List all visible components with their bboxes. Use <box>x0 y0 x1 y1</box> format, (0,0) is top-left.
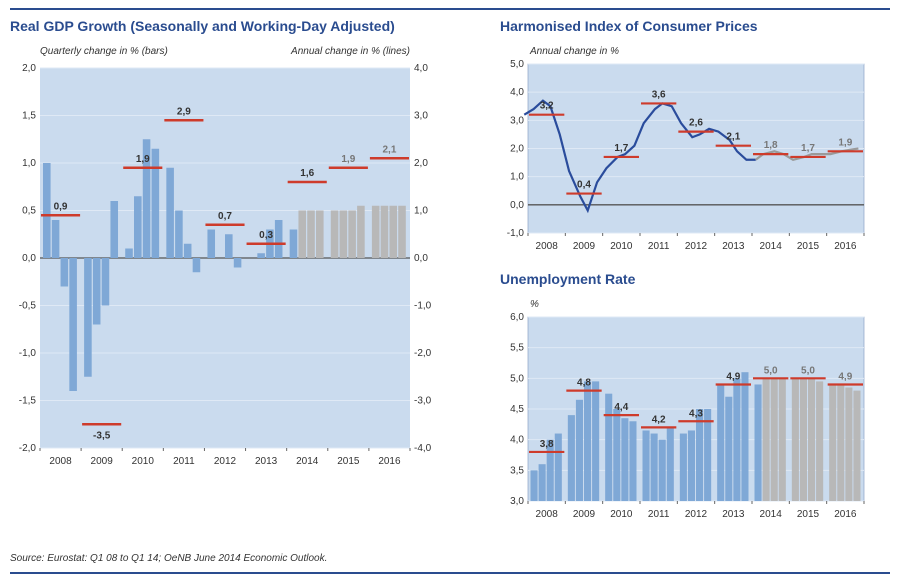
svg-text:Annual change in %: Annual change in % <box>529 46 619 57</box>
svg-text:-2,0: -2,0 <box>414 348 432 359</box>
svg-text:2,0: 2,0 <box>510 144 524 155</box>
svg-text:2010: 2010 <box>610 509 633 520</box>
svg-text:0,0: 0,0 <box>510 200 524 211</box>
svg-text:6,0: 6,0 <box>510 312 524 323</box>
svg-text:3,0: 3,0 <box>414 111 428 122</box>
svg-text:4,0: 4,0 <box>414 63 428 74</box>
svg-text:2009: 2009 <box>573 241 596 252</box>
svg-text:-1,0: -1,0 <box>414 301 432 312</box>
svg-text:1,9: 1,9 <box>838 137 852 148</box>
svg-text:Annual change in % (lines): Annual change in % (lines) <box>290 46 410 57</box>
svg-text:1,0: 1,0 <box>510 172 524 183</box>
svg-text:1,9: 1,9 <box>341 154 355 165</box>
svg-text:3,0: 3,0 <box>510 115 524 126</box>
svg-text:2014: 2014 <box>760 241 783 252</box>
svg-text:1,5: 1,5 <box>22 111 36 122</box>
svg-text:0,4: 0,4 <box>577 180 591 191</box>
svg-text:2014: 2014 <box>296 456 319 467</box>
svg-text:0,9: 0,9 <box>54 201 68 212</box>
svg-text:4,9: 4,9 <box>838 371 852 382</box>
svg-text:2016: 2016 <box>378 456 401 467</box>
svg-text:0,5: 0,5 <box>22 206 36 217</box>
svg-text:-4,0: -4,0 <box>414 443 432 454</box>
svg-text:3,2: 3,2 <box>540 101 554 112</box>
unemp-title: Unemployment Rate <box>500 271 890 287</box>
svg-text:-2,0: -2,0 <box>19 443 37 454</box>
svg-text:4,9: 4,9 <box>726 371 740 382</box>
svg-text:5,5: 5,5 <box>510 343 524 354</box>
svg-text:2,1: 2,1 <box>726 132 740 143</box>
svg-text:2016: 2016 <box>834 241 857 252</box>
svg-text:3,5: 3,5 <box>510 465 524 476</box>
svg-text:4,8: 4,8 <box>577 378 591 389</box>
svg-text:5,0: 5,0 <box>510 373 524 384</box>
svg-text:3,8: 3,8 <box>540 439 554 450</box>
svg-text:2016: 2016 <box>834 509 857 520</box>
source-note: Source: Eurostat: Q1 08 to Q1 14; OeNB J… <box>10 553 480 564</box>
svg-text:-0,5: -0,5 <box>19 301 37 312</box>
svg-text:-1,5: -1,5 <box>19 396 37 407</box>
svg-text:2014: 2014 <box>760 509 783 520</box>
svg-text:-3,0: -3,0 <box>414 396 432 407</box>
svg-text:2015: 2015 <box>797 509 820 520</box>
unemp-chart: % 3,0 3,5 4,0 4,5 5,0 5,5 6,0 2008 2009 2010 2011 20… <box>500 293 890 523</box>
svg-text:3,0: 3,0 <box>510 496 524 507</box>
hicp-title: Harmonised Index of Consumer Prices <box>500 18 890 34</box>
svg-text:2013: 2013 <box>722 241 745 252</box>
svg-text:4,2: 4,2 <box>652 414 666 425</box>
svg-text:2008: 2008 <box>49 456 72 467</box>
svg-text:2015: 2015 <box>797 241 820 252</box>
svg-text:2,9: 2,9 <box>177 106 191 117</box>
svg-text:0,0: 0,0 <box>22 253 36 264</box>
svg-text:1,6: 1,6 <box>300 168 314 179</box>
svg-text:0,0: 0,0 <box>414 253 428 264</box>
svg-text:0,3: 0,3 <box>259 230 273 241</box>
svg-text:2009: 2009 <box>573 509 596 520</box>
svg-text:2008: 2008 <box>536 509 559 520</box>
gdp-title: Real GDP Growth (Seasonally and Working-… <box>10 18 480 34</box>
svg-text:5,0: 5,0 <box>510 59 524 70</box>
svg-text:3,6: 3,6 <box>652 89 666 100</box>
svg-text:2010: 2010 <box>610 241 633 252</box>
svg-text:4,5: 4,5 <box>510 404 524 415</box>
svg-text:-3,5: -3,5 <box>93 430 111 441</box>
svg-text:1,7: 1,7 <box>614 143 628 154</box>
svg-text:2008: 2008 <box>536 241 559 252</box>
svg-text:2012: 2012 <box>685 509 708 520</box>
svg-text:2,6: 2,6 <box>689 118 703 129</box>
svg-text:1,0: 1,0 <box>22 158 36 169</box>
svg-text:2013: 2013 <box>255 456 278 467</box>
svg-text:1,7: 1,7 <box>801 143 815 154</box>
svg-text:2,0: 2,0 <box>22 63 36 74</box>
svg-text:2015: 2015 <box>337 456 360 467</box>
svg-text:5,0: 5,0 <box>764 365 778 376</box>
svg-text:4,4: 4,4 <box>614 402 628 413</box>
svg-text:4,3: 4,3 <box>689 408 703 419</box>
svg-text:-1,0: -1,0 <box>19 348 37 359</box>
svg-text:Quarterly change in % (bars): Quarterly change in % (bars) <box>40 46 168 57</box>
svg-text:0,7: 0,7 <box>218 211 232 222</box>
svg-text:2012: 2012 <box>214 456 237 467</box>
svg-text:2,0: 2,0 <box>414 158 428 169</box>
svg-text:2,1: 2,1 <box>382 144 396 155</box>
svg-text:2010: 2010 <box>132 456 155 467</box>
svg-text:1,9: 1,9 <box>136 154 150 165</box>
svg-text:%: % <box>530 299 539 310</box>
svg-text:2011: 2011 <box>648 241 670 252</box>
svg-text:4,0: 4,0 <box>510 435 524 446</box>
svg-text:2011: 2011 <box>173 456 195 467</box>
svg-text:4,0: 4,0 <box>510 87 524 98</box>
svg-text:-1,0: -1,0 <box>507 228 525 239</box>
svg-text:2013: 2013 <box>722 509 745 520</box>
gdp-chart: Quarterly change in % (bars) Annual chang… <box>10 40 480 551</box>
svg-text:2011: 2011 <box>648 509 670 520</box>
svg-text:5,0: 5,0 <box>801 365 815 376</box>
hicp-chart: Annual change in % -1,0 0,0 1,0 2,0 3,0 4,0 5,0… <box>500 40 890 255</box>
svg-text:2012: 2012 <box>685 241 708 252</box>
svg-text:1,0: 1,0 <box>414 206 428 217</box>
svg-text:1,8: 1,8 <box>764 140 778 151</box>
svg-text:2009: 2009 <box>91 456 114 467</box>
